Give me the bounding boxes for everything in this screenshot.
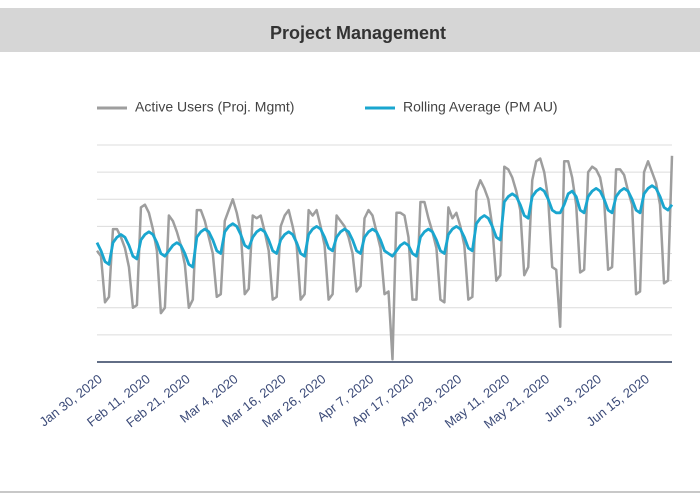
legend-label: Rolling Average (PM AU) [403,99,558,115]
legend-label: Active Users (Proj. Mgmt) [135,99,294,115]
series-line [95,184,674,269]
chart-title: Project Management [270,23,446,43]
header-bar [0,8,700,52]
series-line [95,155,674,361]
